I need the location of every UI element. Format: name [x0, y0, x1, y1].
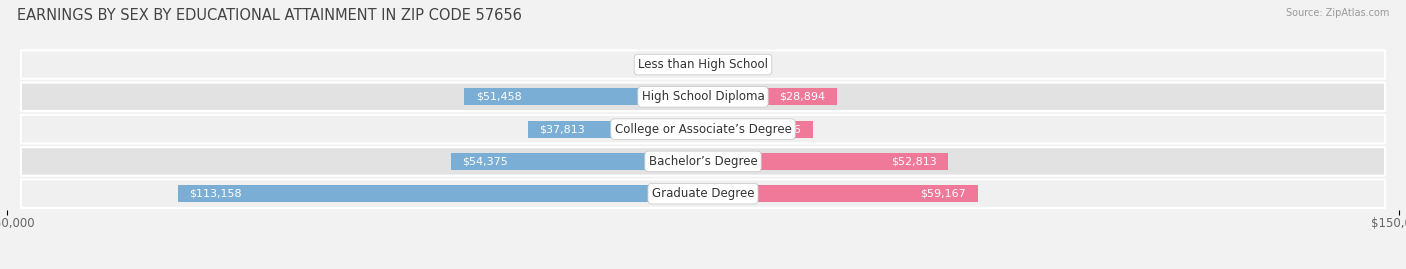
Bar: [527, 121, 703, 137]
Bar: [637, 56, 703, 73]
Text: $52,813: $52,813: [890, 156, 936, 167]
Text: $51,458: $51,458: [475, 92, 522, 102]
FancyBboxPatch shape: [21, 147, 1385, 176]
Text: $37,813: $37,813: [538, 124, 585, 134]
Text: $14,167: $14,167: [648, 59, 695, 70]
FancyBboxPatch shape: [21, 50, 1385, 79]
Text: $28,894: $28,894: [779, 92, 825, 102]
Text: $0: $0: [714, 59, 728, 70]
Text: Graduate Degree: Graduate Degree: [652, 187, 754, 200]
Bar: [703, 153, 948, 170]
FancyBboxPatch shape: [21, 115, 1385, 143]
Bar: [451, 153, 703, 170]
Text: Source: ZipAtlas.com: Source: ZipAtlas.com: [1285, 8, 1389, 18]
Text: Bachelor’s Degree: Bachelor’s Degree: [648, 155, 758, 168]
Text: $59,167: $59,167: [920, 189, 966, 199]
Text: College or Associate’s Degree: College or Associate’s Degree: [614, 123, 792, 136]
Bar: [703, 121, 813, 137]
Bar: [179, 185, 703, 202]
Text: High School Diploma: High School Diploma: [641, 90, 765, 103]
Text: $54,375: $54,375: [463, 156, 508, 167]
Bar: [703, 185, 977, 202]
FancyBboxPatch shape: [21, 179, 1385, 208]
Text: $23,676: $23,676: [755, 124, 801, 134]
Bar: [703, 89, 837, 105]
Text: EARNINGS BY SEX BY EDUCATIONAL ATTAINMENT IN ZIP CODE 57656: EARNINGS BY SEX BY EDUCATIONAL ATTAINMEN…: [17, 8, 522, 23]
Text: $113,158: $113,158: [190, 189, 242, 199]
Bar: [464, 89, 703, 105]
Text: Less than High School: Less than High School: [638, 58, 768, 71]
FancyBboxPatch shape: [21, 83, 1385, 111]
